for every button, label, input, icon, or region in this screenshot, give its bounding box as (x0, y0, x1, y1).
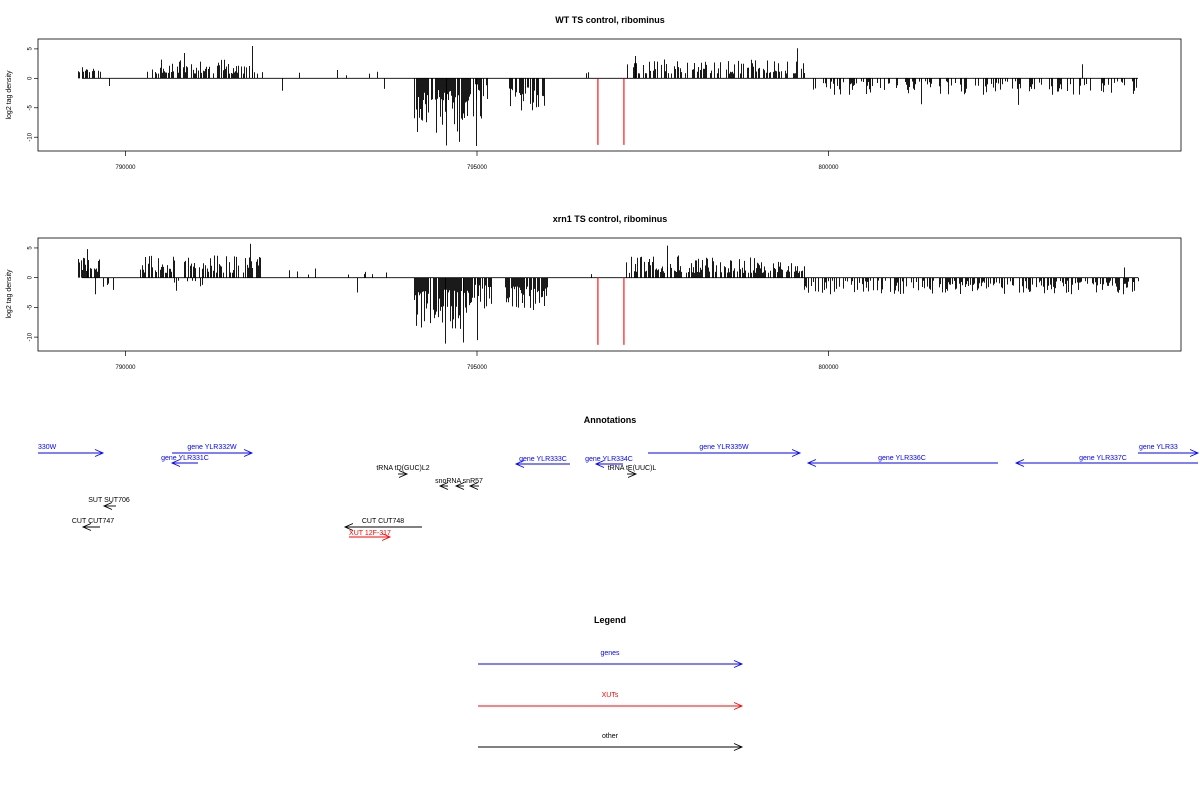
annotation-arrow-head (438, 482, 449, 490)
y-tick-label: 0 (28, 275, 34, 279)
signal-bars (78, 45, 1137, 147)
annotation-label: gene YLR337C (1079, 455, 1127, 462)
annotation-arrow-head (170, 459, 181, 467)
signal-bars (78, 243, 1139, 344)
legend-label: other (602, 733, 619, 740)
annotation-feature: snoRNA snR57 (435, 478, 483, 490)
annotation-feature: tRNA tD(GUC)L2 (376, 465, 430, 478)
annotation-label: gene YLR332W (187, 444, 237, 451)
annotation-arrow-head (514, 460, 525, 468)
y-tick-label: 5 (28, 246, 34, 250)
x-tick-label: 795000 (467, 165, 488, 171)
annotation-feature: gene YLR335W (648, 444, 802, 457)
annotation-feature: CUT CUT748 (343, 518, 422, 531)
annotation-label: CUT CUT748 (362, 518, 404, 525)
annotation-arrow-head (343, 523, 354, 531)
annotation-feature: tRNA tE(UUC)L (608, 465, 657, 478)
annotation-feature: gene YLR331C (161, 455, 209, 467)
annotation-arrow-head (102, 502, 113, 510)
xrn1-track-panel: xrn1 TS control, ribominus log2 tag dens… (6, 214, 1182, 371)
annotation-arrow-head (243, 449, 254, 457)
legend-title: Legend (594, 615, 626, 625)
annotation-label: SUT SUT706 (88, 497, 130, 504)
annotation-arrow-head (806, 459, 817, 467)
xrn1-track-ylabel: log2 tag density (6, 269, 13, 319)
y-tick-label: -10 (28, 332, 34, 341)
annotation-feature: gene YLR334C (585, 456, 633, 468)
legend-arrow-head (733, 660, 744, 668)
x-tick-label: 800000 (818, 365, 839, 371)
legend-item: other (478, 733, 744, 751)
annotation-arrow-head (594, 460, 605, 468)
x-tick-label: 800000 (818, 165, 839, 171)
annotation-arrow-head (1189, 449, 1200, 457)
annotation-arrow-head (398, 470, 409, 478)
annotation-arrow-head (94, 449, 105, 457)
annotations-title: Annotations (584, 415, 637, 425)
signal-bar-series (78, 59, 1137, 133)
legend-label: genes (600, 650, 620, 657)
wt-track-ylabel: log2 tag density (6, 70, 13, 120)
annotation-feature: XUT 12F-317 (349, 530, 392, 541)
y-tick-label: -10 (28, 132, 34, 141)
wt-track-panel: WT TS control, ribominus log2 tag densit… (6, 15, 1182, 171)
annotation-label: gene YLR331C (161, 455, 209, 462)
legend-arrow-head (733, 743, 744, 751)
xrn1-track-frame (37, 237, 1182, 352)
wt-track-frame (37, 38, 1182, 152)
annotation-feature: gene YLR332W (172, 444, 254, 457)
x-tick-label: 790000 (115, 365, 136, 371)
annotations-panel: Annotations 330W gene YLR332W gene YLR331C… (38, 415, 1200, 541)
annotation-label: tRNA tE(UUC)L (608, 465, 657, 472)
legend-panel: Legend genes XUTs other (478, 615, 744, 751)
annotation-label: snoRNA snR57 (435, 478, 483, 485)
legend-label: XUTs (602, 692, 619, 699)
annotation-feature: gene YLR33 (1138, 444, 1200, 457)
annotation-label: tRNA tD(GUC)L2 (376, 465, 429, 472)
legend-item: genes (478, 650, 744, 668)
annotation-arrow-head (454, 482, 465, 490)
annotation-label: gene YLR334C (585, 456, 633, 463)
annotation-arrow-head (1014, 459, 1025, 467)
annotation-label: CUT CUT747 (72, 518, 114, 525)
annotation-feature (454, 482, 465, 490)
annotation-feature: gene YLR337C (1014, 455, 1198, 467)
y-tick-label: -5 (28, 104, 34, 110)
legend-item: XUTs (478, 692, 744, 710)
annotation-arrow-head (381, 533, 392, 541)
xrn1-track-title: xrn1 TS control, ribominus (553, 214, 668, 224)
wt-track-title: WT TS control, ribominus (555, 15, 665, 25)
annotation-label: XUT 12F-317 (349, 530, 391, 537)
annotation-feature (468, 482, 479, 490)
legend-arrow-head (733, 702, 744, 710)
annotation-feature: SUT SUT706 (88, 497, 130, 510)
annotation-arrow-head (468, 482, 479, 490)
annotation-feature: CUT CUT747 (72, 518, 114, 531)
annotation-label: gene YLR336C (878, 455, 926, 462)
x-tick-label: 795000 (467, 365, 488, 371)
annotation-arrow-head (791, 449, 802, 457)
annotation-feature: gene YLR333C (514, 456, 570, 468)
annotation-label: gene YLR335W (699, 444, 749, 451)
annotation-arrow-head (627, 470, 638, 478)
annotation-feature: 330W (38, 444, 105, 457)
y-tick-label: 5 (28, 47, 34, 51)
annotation-arrow-head (81, 523, 92, 531)
y-tick-label: -5 (28, 304, 34, 310)
signal-bar-series (78, 255, 1139, 329)
annotation-label: 330W (38, 444, 57, 451)
annotation-label: gene YLR33 (1139, 444, 1178, 451)
y-tick-label: 0 (28, 76, 34, 80)
x-tick-label: 790000 (115, 165, 136, 171)
annotation-feature: gene YLR336C (806, 455, 998, 467)
annotation-label: gene YLR333C (519, 456, 567, 463)
